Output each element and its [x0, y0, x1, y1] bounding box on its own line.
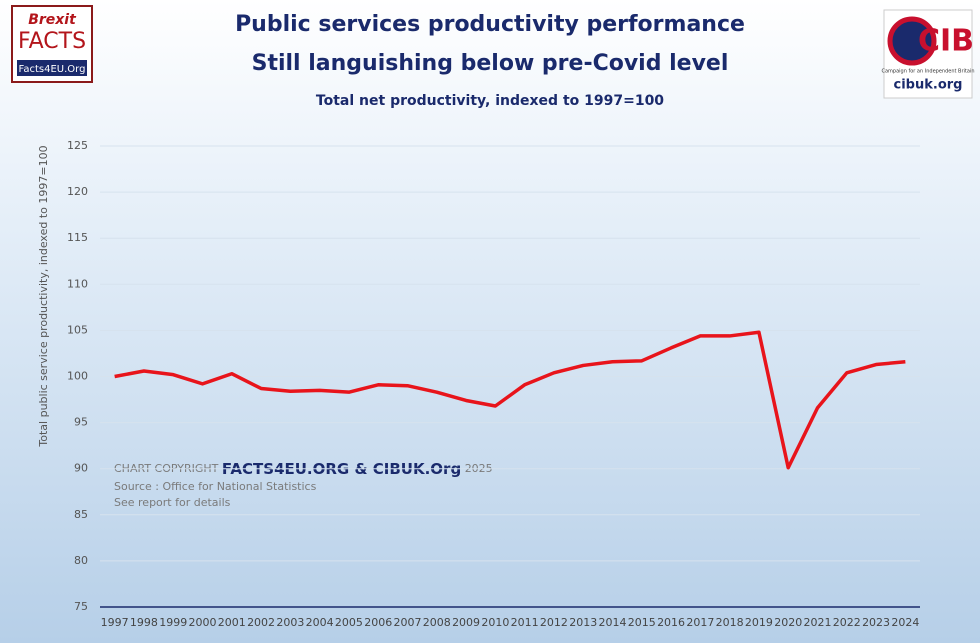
x-tick-label: 2020 — [774, 616, 802, 629]
x-tick-label: 2003 — [276, 616, 304, 629]
x-tick-label: 2018 — [716, 616, 744, 629]
y-tick-label: 125 — [67, 139, 88, 152]
x-tick-label: 2010 — [481, 616, 509, 629]
x-tick-label: 2011 — [511, 616, 539, 629]
x-tick-label: 2024 — [891, 616, 919, 629]
x-tick-label: 2023 — [862, 616, 890, 629]
x-tick-label: 2009 — [452, 616, 480, 629]
x-tick-label: 2021 — [804, 616, 832, 629]
logo-text: FACTS — [18, 29, 86, 54]
y-tick-label: 95 — [74, 416, 88, 429]
x-tick-label: 2022 — [833, 616, 861, 629]
x-tick-label: 2007 — [394, 616, 422, 629]
x-tick-label: 2013 — [569, 616, 597, 629]
y-tick-label: 100 — [67, 370, 88, 383]
y-tick-label: 80 — [74, 554, 88, 567]
x-tick-label: 2016 — [657, 616, 685, 629]
y-tick-label: 85 — [74, 508, 88, 521]
x-tick-label: 2004 — [306, 616, 334, 629]
logo-flag — [887, 16, 937, 66]
x-tick-label: 1998 — [130, 616, 158, 629]
data-line — [114, 330, 906, 470]
y-tick-label: 115 — [67, 231, 88, 244]
right-logo: CIB Campaign for an Independent Britain … — [881, 9, 975, 99]
chart-title: Still languishing below pre-Covid level — [252, 51, 729, 76]
x-tick-label: 2017 — [686, 616, 714, 629]
x-tick-label: 2015 — [628, 616, 656, 629]
annotation: Source : Office for National Statistics — [114, 480, 317, 493]
y-tick-label: 110 — [67, 277, 88, 290]
y-axis-label: Total public service productivity, index… — [37, 145, 50, 447]
annotation: See report for details — [114, 496, 231, 509]
y-tick-label: 105 — [67, 323, 88, 336]
x-tick-label: 2014 — [599, 616, 627, 629]
logo-text: Brexit — [28, 12, 77, 28]
logo-band — [17, 60, 87, 76]
x-tick-label: 2005 — [335, 616, 363, 629]
x-tick-label: 2012 — [540, 616, 568, 629]
logo-text: Campaign for an Independent Britain — [881, 69, 974, 75]
chart-subtitle: Total net productivity, indexed to 1997=… — [316, 93, 664, 109]
chart-title: Public services productivity performance — [235, 12, 745, 37]
x-tick-label: 2000 — [189, 616, 217, 629]
logo-text: Facts4EU.Org — [19, 64, 86, 75]
x-tick-label: 2006 — [364, 616, 392, 629]
y-tick-label: 120 — [67, 185, 88, 198]
x-tick-label: 2001 — [218, 616, 246, 629]
logo-text: CIB — [918, 24, 974, 59]
x-tick-label: 1999 — [159, 616, 187, 629]
x-tick-label: 2002 — [247, 616, 275, 629]
x-tick-label: 2008 — [423, 616, 451, 629]
y-tick-label: 90 — [74, 462, 88, 475]
y-tick-label: 75 — [74, 600, 88, 613]
logo-text: cibuk.org — [894, 78, 963, 93]
x-tick-label: 2019 — [745, 616, 773, 629]
left-logo: Brexit FACTS Facts4EU.Org — [11, 5, 93, 83]
x-tick-label: 1997 — [101, 616, 129, 629]
